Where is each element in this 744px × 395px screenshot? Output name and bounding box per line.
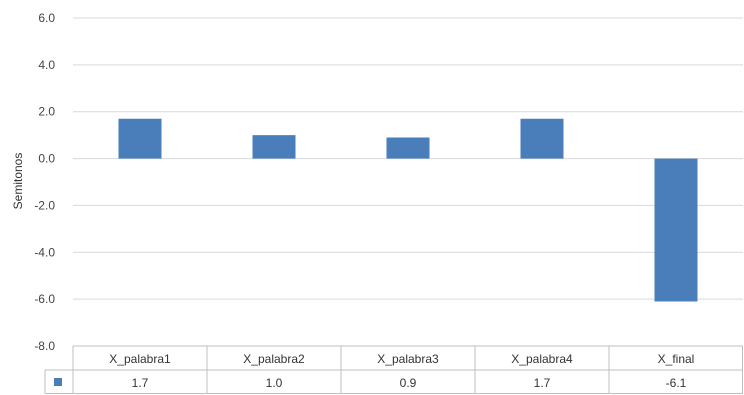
data-label: 1.7 [132, 376, 149, 390]
data-label: 1.0 [266, 376, 283, 390]
gridlines [73, 17, 743, 347]
bar-X_palabra1 [118, 118, 162, 159]
y-tick-label: 2.0 [38, 105, 55, 119]
data-label: 0.9 [400, 376, 417, 390]
category-label: X_palabra3 [377, 352, 439, 366]
legend-key [54, 378, 62, 386]
y-tick-label: 6.0 [38, 11, 55, 25]
y-tick-label: -2.0 [34, 198, 55, 212]
bar-X_palabra3 [386, 137, 430, 159]
y-tick-label: -4.0 [34, 245, 55, 259]
bars [118, 118, 698, 302]
data-table: X_palabra1 1.7 X_palabra2 1.0 X_palabra3 0.9 X… [44, 345, 743, 394]
data-label: -6.1 [666, 376, 687, 390]
category-label: X_palabra1 [109, 352, 171, 366]
bar-X_palabra2 [252, 135, 296, 159]
bar-X_final [654, 158, 698, 302]
y-tick-label: -6.0 [34, 292, 55, 306]
data-label: 1.7 [534, 376, 551, 390]
y-tick-label: 4.0 [38, 58, 55, 72]
y-axis-label: Semitonos [11, 153, 25, 210]
y-tick-label: 0.0 [38, 152, 55, 166]
y-tick-label: -8.0 [34, 339, 55, 353]
category-label: X_final [658, 352, 695, 366]
y-axis-ticks: 6.0 4.0 2.0 0.0 -2.0 -4.0 -6.0 -8.0 [34, 11, 55, 353]
category-label: X_palabra2 [243, 352, 305, 366]
bar-X_palabra4 [520, 118, 564, 159]
category-label: X_palabra4 [511, 352, 573, 366]
